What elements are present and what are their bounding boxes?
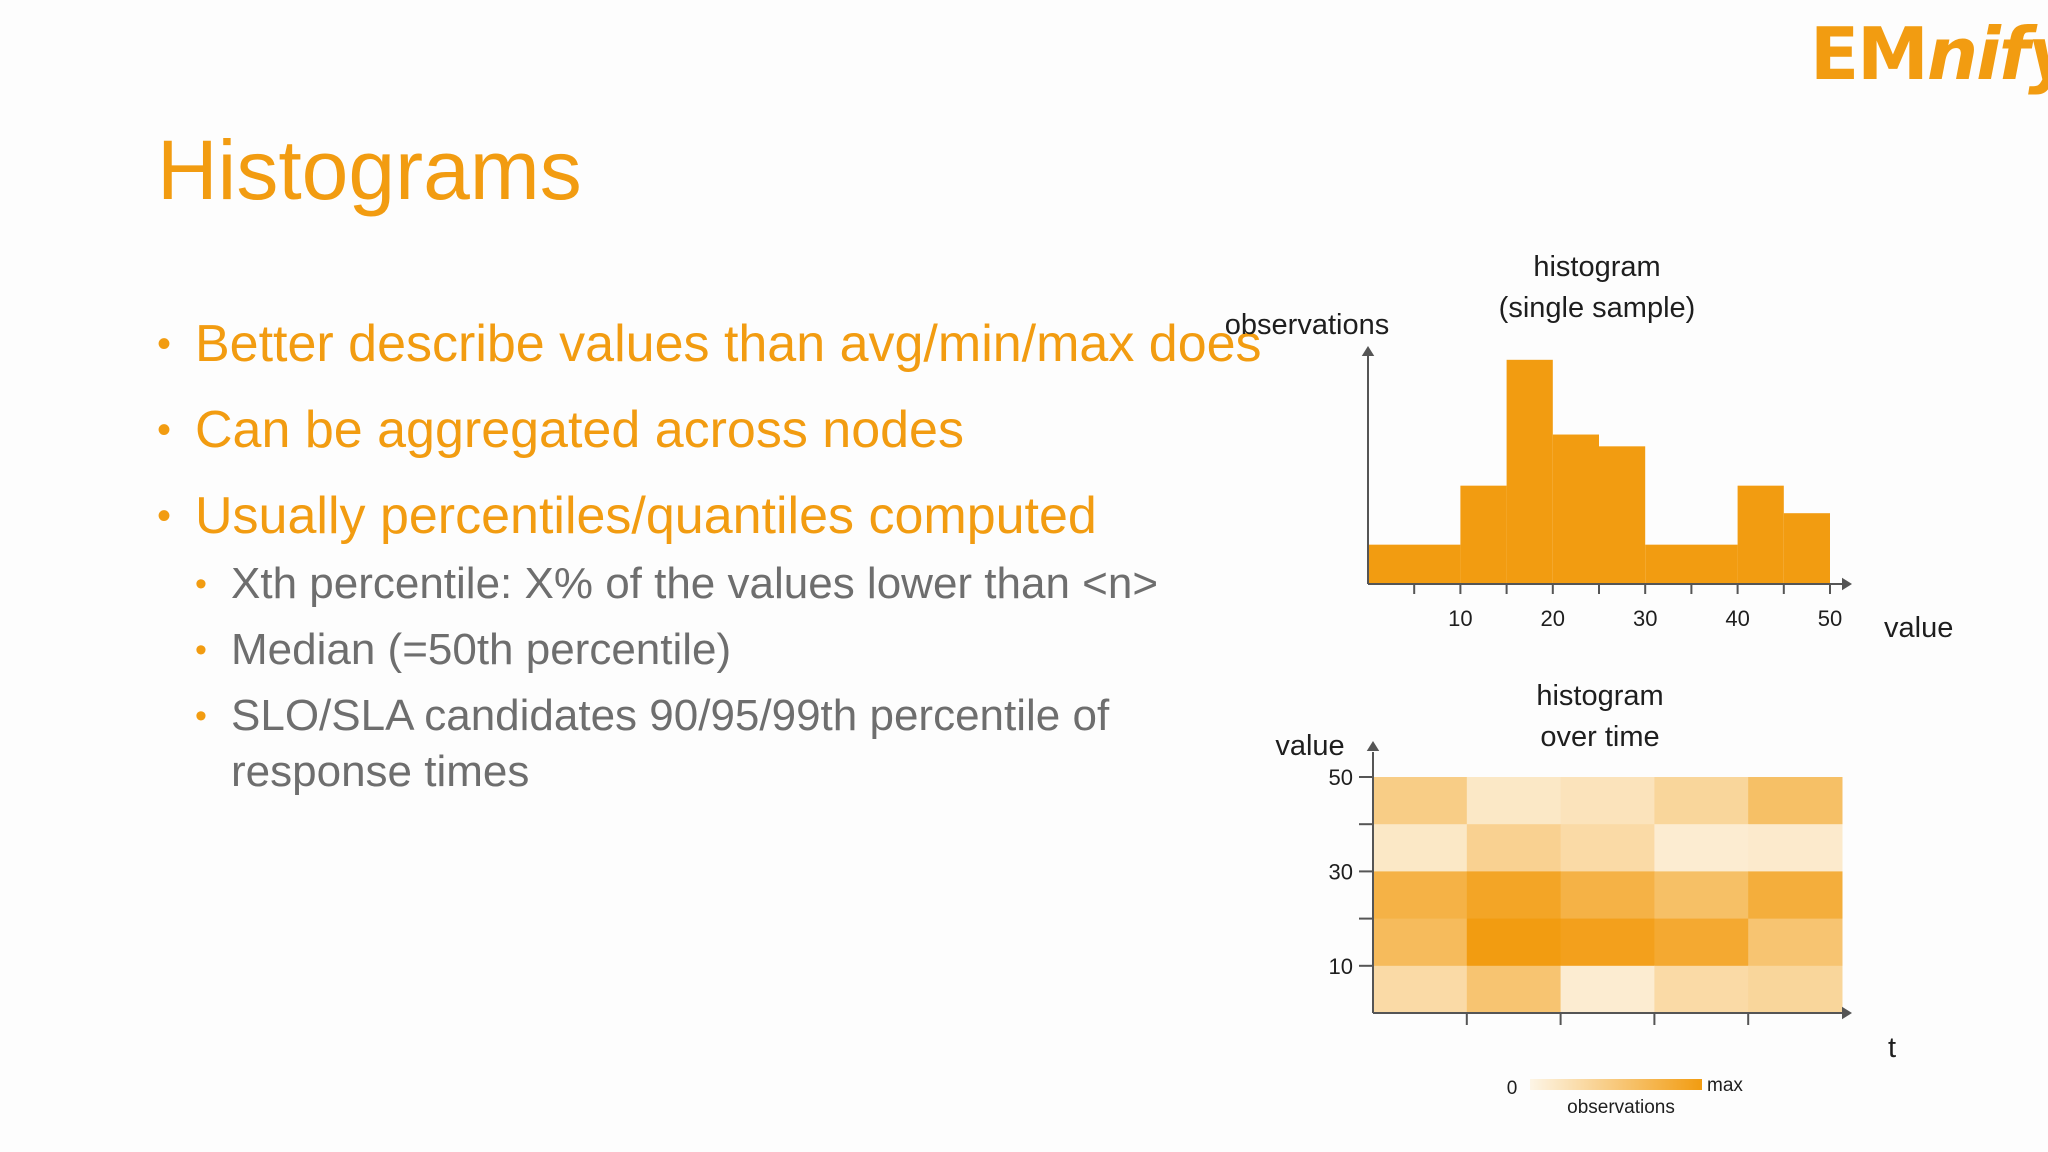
- y-tick-label: 50: [1329, 765, 1353, 790]
- x-tick-label: 20: [1541, 606, 1565, 631]
- histogram-bar: [1783, 513, 1830, 584]
- heatmap-cell: [1654, 965, 1749, 1014]
- chart-title: histogram: [1536, 680, 1663, 712]
- x-axis-title: value: [1884, 612, 1953, 644]
- histogram-bar: [1645, 544, 1738, 584]
- heatmap-cell: [1560, 965, 1655, 1014]
- histogram-bar: [1599, 446, 1646, 584]
- bullet-item: Can be aggregated across nodes: [155, 399, 1265, 462]
- heatmap-cell: [1466, 871, 1562, 920]
- sub-bullet-list: Xth percentile: X% of the values lower t…: [195, 556, 1265, 800]
- histogram-bar: [1368, 544, 1461, 584]
- x-tick-label: 40: [1725, 606, 1749, 631]
- sub-bullet-item: Median (=50th percentile): [195, 622, 1265, 678]
- heatmap-cell: [1748, 871, 1843, 920]
- histogram-bar: [1552, 434, 1599, 584]
- heatmap-cell: [1466, 777, 1562, 825]
- page-title: Histograms: [157, 123, 582, 217]
- color-scale-max-label: max: [1707, 1075, 1743, 1096]
- emnify-logo: EMnify: [1810, 12, 2048, 96]
- heatmap-cell: [1748, 965, 1843, 1014]
- heatmap-cell: [1560, 777, 1655, 825]
- heatmap-cell: [1466, 918, 1562, 967]
- histogram-bar: [1460, 485, 1507, 584]
- y-axis-title: observations: [1225, 309, 1389, 341]
- heatmap-cell: [1466, 824, 1562, 872]
- y-tick-label: 30: [1329, 859, 1353, 884]
- bullet-item: Usually percentiles/quantiles computed X…: [155, 485, 1265, 800]
- x-axis-arrow: [1842, 1006, 1852, 1020]
- heatmap-cell: [1373, 918, 1468, 967]
- heatmap-cell: [1748, 777, 1843, 825]
- heatmap-cell: [1748, 918, 1843, 967]
- color-scale-title: observations: [1567, 1097, 1675, 1118]
- heatmap-cell: [1466, 965, 1562, 1014]
- x-tick-label: 10: [1448, 606, 1472, 631]
- color-scale-min-label: 0: [1507, 1078, 1518, 1099]
- y-axis-arrow: [1361, 346, 1375, 356]
- y-axis-title: value: [1275, 730, 1344, 762]
- y-axis-arrow: [1366, 741, 1380, 751]
- chart-title: (single sample): [1499, 292, 1696, 324]
- heatmap-cell: [1654, 777, 1749, 825]
- bullet-item: Better describe values than avg/min/max …: [155, 313, 1265, 376]
- heatmap-cell: [1560, 918, 1655, 967]
- heatmap-cell: [1373, 777, 1468, 825]
- x-axis-arrow: [1842, 577, 1852, 591]
- heatmap-cell: [1373, 824, 1468, 872]
- heatmap-cell: [1560, 824, 1655, 872]
- heatmap-cell: [1373, 871, 1468, 920]
- color-scale-bar: [1530, 1079, 1702, 1090]
- heatmap-cell: [1748, 824, 1843, 872]
- sub-bullet-item: Xth percentile: X% of the values lower t…: [195, 556, 1265, 612]
- heatmap-cell: [1654, 824, 1749, 872]
- sub-bullet-item: SLO/SLA candidates 90/95/99th percentile…: [195, 688, 1265, 800]
- chart-title: histogram: [1533, 251, 1660, 283]
- heatmap-cell: [1654, 871, 1749, 920]
- histogram-bar: [1506, 359, 1553, 584]
- bullet-list: Better describe values than avg/min/max …: [155, 313, 1265, 823]
- heatmap-cell: [1560, 871, 1655, 920]
- x-axis-title: t: [1888, 1032, 1896, 1064]
- x-tick-label: 50: [1818, 606, 1842, 631]
- histogram-bar: [1737, 485, 1784, 584]
- heatmap-cell: [1654, 918, 1749, 967]
- x-tick-label: 30: [1633, 606, 1657, 631]
- heatmap-cell: [1373, 965, 1468, 1014]
- y-tick-label: 10: [1329, 954, 1353, 979]
- chart-title: over time: [1540, 721, 1659, 753]
